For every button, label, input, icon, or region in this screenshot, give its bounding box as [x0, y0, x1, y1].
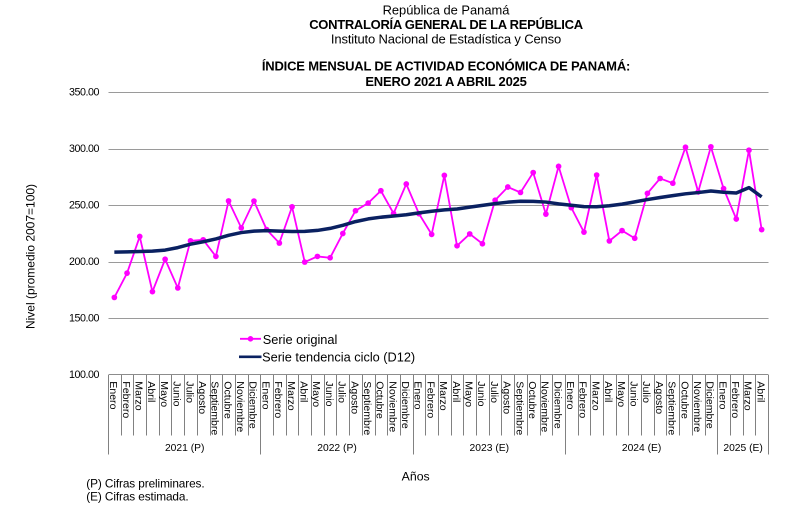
svg-text:Agosto: Agosto [348, 381, 360, 414]
svg-text:Febrero: Febrero [272, 381, 284, 418]
svg-text:(E) Cifras estimada.: (E) Cifras estimada. [86, 490, 188, 504]
svg-text:350.00: 350.00 [69, 87, 99, 99]
svg-text:Enero: Enero [259, 381, 271, 409]
svg-text:Junio: Junio [627, 381, 639, 406]
svg-text:Agosto: Agosto [653, 381, 665, 414]
svg-text:Julio: Julio [183, 381, 195, 403]
svg-text:Agosto: Agosto [501, 381, 513, 414]
svg-text:Enero: Enero [564, 381, 576, 409]
svg-text:Diciembre: Diciembre [247, 381, 259, 429]
svg-text:Noviembre: Noviembre [234, 381, 246, 432]
svg-text:Marzo: Marzo [285, 381, 297, 410]
svg-text:Octubre: Octubre [526, 381, 538, 419]
svg-text:Octubre: Octubre [221, 381, 233, 419]
svg-text:Mayo: Mayo [462, 381, 474, 407]
svg-text:300.00: 300.00 [69, 143, 99, 155]
svg-text:CONTRALORÍA GENERAL DE LA REP: CONTRALORÍA GENERAL DE LA REPÚBLICA [309, 17, 583, 32]
svg-text:2022 (P): 2022 (P) [317, 443, 357, 454]
svg-text:Agosto: Agosto [196, 381, 208, 414]
svg-text:(P) Cifras preliminares.: (P) Cifras preliminares. [86, 477, 204, 491]
svg-text:Abril: Abril [297, 381, 309, 402]
svg-text:Nivel (promedio 2007=100): Nivel (promedio 2007=100) [24, 184, 38, 329]
svg-text:Abril: Abril [145, 381, 157, 402]
svg-text:Abril: Abril [450, 381, 462, 402]
svg-text:2021 (P): 2021 (P) [165, 443, 205, 454]
svg-text:Julio: Julio [336, 381, 348, 403]
svg-text:Noviembre: Noviembre [691, 381, 703, 432]
svg-text:Mayo: Mayo [615, 381, 627, 407]
svg-text:ÍNDICE MENSUAL DE ACTIVIDAD EC: ÍNDICE MENSUAL DE ACTIVIDAD ECONÓMICA DE… [262, 59, 630, 74]
svg-text:República de Panamá: República de Panamá [383, 2, 511, 17]
svg-text:Septiembre: Septiembre [209, 381, 221, 435]
svg-text:Junio: Junio [171, 381, 183, 406]
svg-text:Serie tendencia ciclo (D12): Serie tendencia ciclo (D12) [262, 350, 415, 365]
svg-text:Serie original: Serie original [263, 332, 338, 347]
svg-text:Octubre: Octubre [678, 381, 690, 419]
svg-text:Julio: Julio [488, 381, 500, 403]
svg-text:250.00: 250.00 [69, 200, 99, 212]
svg-text:100.00: 100.00 [69, 369, 99, 381]
svg-text:Febrero: Febrero [577, 381, 589, 418]
svg-text:Abril: Abril [602, 381, 614, 402]
svg-text:Octubre: Octubre [374, 381, 386, 419]
svg-text:Enero: Enero [412, 381, 424, 409]
svg-text:Febrero: Febrero [120, 381, 132, 418]
svg-text:Junio: Junio [475, 381, 487, 406]
svg-text:Septiembre: Septiembre [666, 381, 678, 435]
svg-text:Febrero: Febrero [729, 381, 741, 418]
svg-text:Septiembre: Septiembre [513, 381, 525, 435]
svg-text:2025 (E): 2025 (E) [723, 443, 763, 454]
svg-text:Diciembre: Diciembre [551, 381, 563, 429]
svg-text:Abril: Abril [754, 381, 766, 402]
svg-text:Julio: Julio [640, 381, 652, 403]
svg-text:Febrero: Febrero [424, 381, 436, 418]
svg-text:Septiembre: Septiembre [361, 381, 373, 435]
svg-text:Mayo: Mayo [158, 381, 170, 407]
svg-text:Marzo: Marzo [132, 381, 144, 410]
svg-text:Mayo: Mayo [310, 381, 322, 407]
svg-text:Enero: Enero [716, 381, 728, 409]
svg-text:Noviembre: Noviembre [539, 381, 551, 432]
svg-text:Diciembre: Diciembre [399, 381, 411, 429]
svg-text:Diciembre: Diciembre [704, 381, 716, 429]
svg-text:Junio: Junio [323, 381, 335, 406]
svg-text:Noviembre: Noviembre [386, 381, 398, 432]
svg-text:ENERO 2021 A ABRIL 2025: ENERO 2021 A ABRIL 2025 [365, 74, 526, 89]
svg-text:Marzo: Marzo [589, 381, 601, 410]
svg-text:Instituto Nacional de Estadíst: Instituto Nacional de Estadística y Cens… [331, 31, 561, 46]
svg-text:2024 (E): 2024 (E) [622, 443, 662, 454]
svg-text:Marzo: Marzo [742, 381, 754, 410]
svg-text:Enero: Enero [107, 381, 119, 409]
svg-text:2023 (E): 2023 (E) [470, 443, 510, 454]
svg-text:150.00: 150.00 [69, 313, 99, 325]
svg-text:200.00: 200.00 [69, 256, 99, 268]
svg-text:Años: Años [402, 470, 430, 484]
svg-text:Marzo: Marzo [437, 381, 449, 410]
